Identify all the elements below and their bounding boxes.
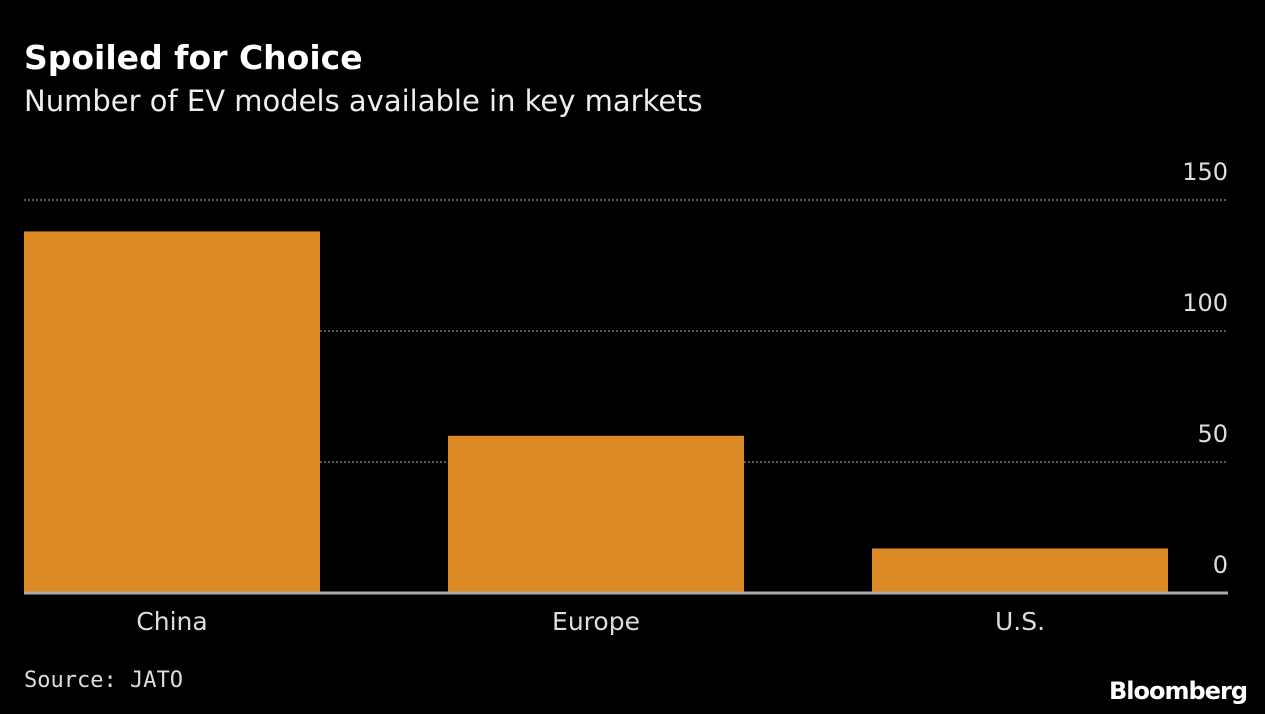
chart-subtitle: Number of EV models available in key mar… [24,84,703,118]
source-note: Source: JATO [24,668,183,693]
y-tick-label: 0 [1213,551,1228,579]
x-tick-label: U.S. [995,607,1045,636]
bar-europe [448,435,744,593]
y-tick-label: 100 [1182,289,1228,317]
bloomberg-logo: Bloomberg [1109,677,1248,705]
x-tick-label: China [136,607,207,636]
y-tick-label: 50 [1197,420,1228,448]
bar-us [872,548,1168,593]
x-tick-label: Europe [552,607,640,636]
chart-title: Spoiled for Choice [24,38,363,77]
y-tick-label: 150 [1182,158,1228,186]
bar-china [24,231,320,593]
